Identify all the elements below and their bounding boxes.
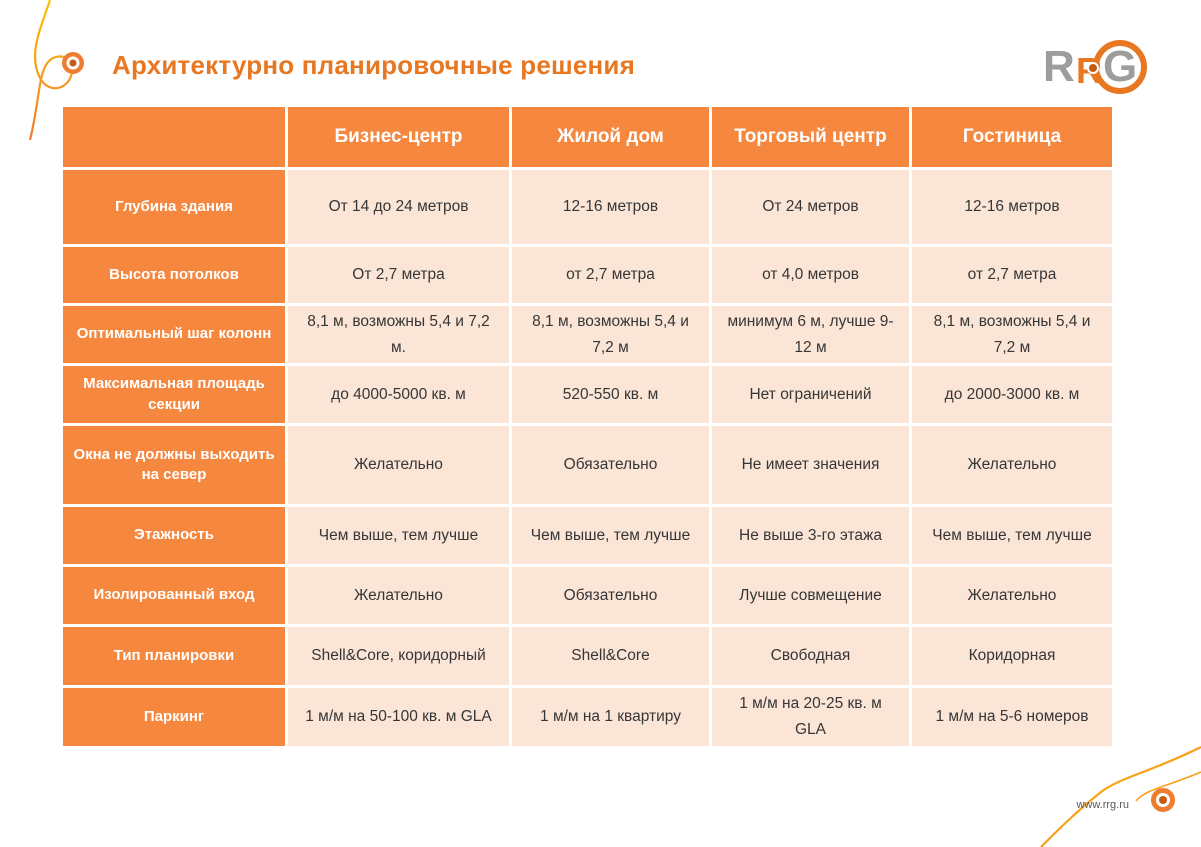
table-cell: 1 м/м на 1 квартиру <box>512 688 709 746</box>
table-cell: от 2,7 метра <box>512 247 709 303</box>
table-cell: Обязательно <box>512 426 709 504</box>
table-cell: Чем выше, тем лучше <box>288 507 509 564</box>
table-cell: 12-16 метров <box>912 170 1112 244</box>
row-label: Изолированный вход <box>63 567 285 624</box>
table-cell: Нет ограничений <box>712 366 909 423</box>
row-label: Паркинг <box>63 688 285 746</box>
table-cell: Желательно <box>288 567 509 624</box>
column-header-shopping-center: Торговый центр <box>712 107 909 167</box>
table-cell: 1 м/м на 50-100 кв. м GLA <box>288 688 509 746</box>
table-cell: Лучше совмещение <box>712 567 909 624</box>
footer-url: www.rrg.ru <box>1076 799 1129 811</box>
table-cell: Чем выше, тем лучше <box>512 507 709 564</box>
table-cell: 8,1 м, возможны 5,4 и 7,2 м. <box>288 306 509 363</box>
table-cell: 1 м/м на 20-25 кв. м GLA <box>712 688 909 746</box>
comparison-table: Бизнес-центр Жилой дом Торговый центр Го… <box>63 107 1112 746</box>
column-header-business-center: Бизнес-центр <box>288 107 509 167</box>
table-cell: 8,1 м, возможны 5,4 и 7,2 м <box>512 306 709 363</box>
column-header-hotel: Гостиница <box>912 107 1112 167</box>
row-label: Максимальная площадь секции <box>63 366 285 423</box>
table-cell: Не выше 3-го этажа <box>712 507 909 564</box>
rrg-logo: R R G <box>1043 34 1153 100</box>
table-cell: Shell&Core <box>512 627 709 685</box>
table-cell: От 24 метров <box>712 170 909 244</box>
table-cell: 8,1 м, возможны 5,4 и 7,2 м <box>912 306 1112 363</box>
table-cell: 520-550 кв. м <box>512 366 709 423</box>
bead-icon <box>62 52 84 74</box>
table-cell: Желательно <box>912 567 1112 624</box>
table-cell: Желательно <box>288 426 509 504</box>
table-cell: минимум 6 м, лучше 9-12 м <box>712 306 909 363</box>
table-cell: от 2,7 метра <box>912 247 1112 303</box>
bead-icon <box>1151 788 1175 812</box>
table-cell: От 14 до 24 метров <box>288 170 509 244</box>
table-cell: От 2,7 метра <box>288 247 509 303</box>
corner-cell <box>63 107 285 167</box>
table-cell: от 4,0 метров <box>712 247 909 303</box>
table-cell: Shell&Core, коридорный <box>288 627 509 685</box>
logo-bead-icon <box>1087 62 1099 74</box>
table-cell: 1 м/м на 5-6 номеров <box>912 688 1112 746</box>
row-label: Высота потолков <box>63 247 285 303</box>
table-cell: Обязательно <box>512 567 709 624</box>
row-label: Глубина здания <box>63 170 285 244</box>
row-label: Оптимальный шаг колонн <box>63 306 285 363</box>
table-cell: Желательно <box>912 426 1112 504</box>
row-label: Этажность <box>63 507 285 564</box>
table-cell: до 4000-5000 кв. м <box>288 366 509 423</box>
column-header-residential: Жилой дом <box>512 107 709 167</box>
table-cell: Коридорная <box>912 627 1112 685</box>
logo-letter-r1: R <box>1043 42 1075 91</box>
page-title: Архитектурно планировочные решения <box>112 50 635 80</box>
table-cell: 12-16 метров <box>512 170 709 244</box>
row-label: Тип планировки <box>63 627 285 685</box>
logo-letter-g: G <box>1103 42 1138 91</box>
table-cell: Не имеет значения <box>712 426 909 504</box>
row-label: Окна не должны выходить на север <box>63 426 285 504</box>
table-cell: Свободная <box>712 627 909 685</box>
table-cell: до 2000-3000 кв. м <box>912 366 1112 423</box>
table-cell: Чем выше, тем лучше <box>912 507 1112 564</box>
